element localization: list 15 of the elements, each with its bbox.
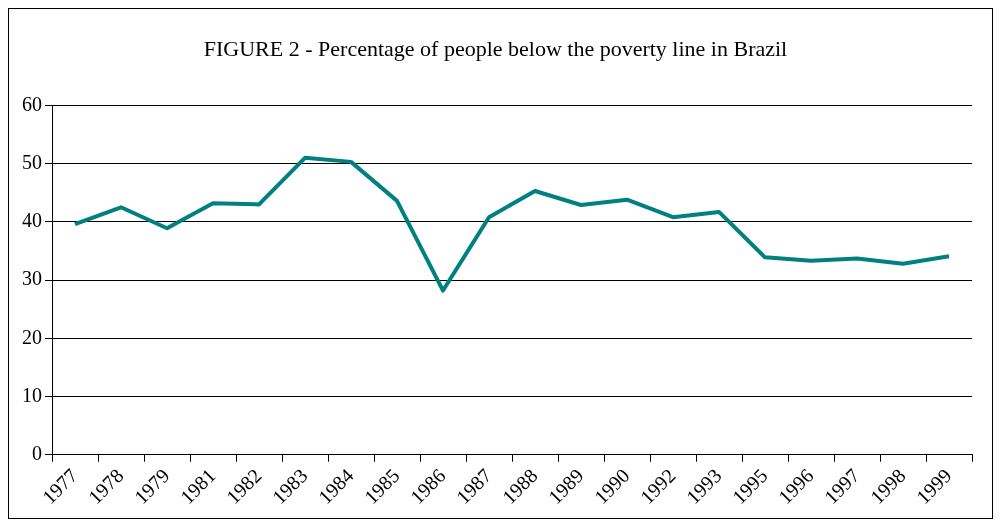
- y-tick-label: 60: [22, 92, 42, 115]
- y-tick-label: 30: [22, 267, 42, 290]
- y-tick-label: 20: [22, 325, 42, 348]
- x-tick-label: 1992: [635, 464, 680, 509]
- y-tick-label: 40: [22, 209, 42, 232]
- x-tick-label: 1982: [221, 464, 266, 509]
- x-tick-label: 1989: [543, 464, 588, 509]
- chart-title: FIGURE 2 - Percentage of people below the poverty line in Brazil: [203, 35, 788, 61]
- x-tick-label: 1981: [175, 464, 220, 509]
- y-tick-label: 0: [32, 442, 42, 464]
- x-tick-label: 1979: [129, 464, 174, 509]
- x-tick-label: 1999: [911, 464, 956, 509]
- y-tick-label: 10: [22, 383, 42, 406]
- y-tick-label: 50: [22, 150, 42, 173]
- x-tick-label: 1990: [589, 464, 634, 509]
